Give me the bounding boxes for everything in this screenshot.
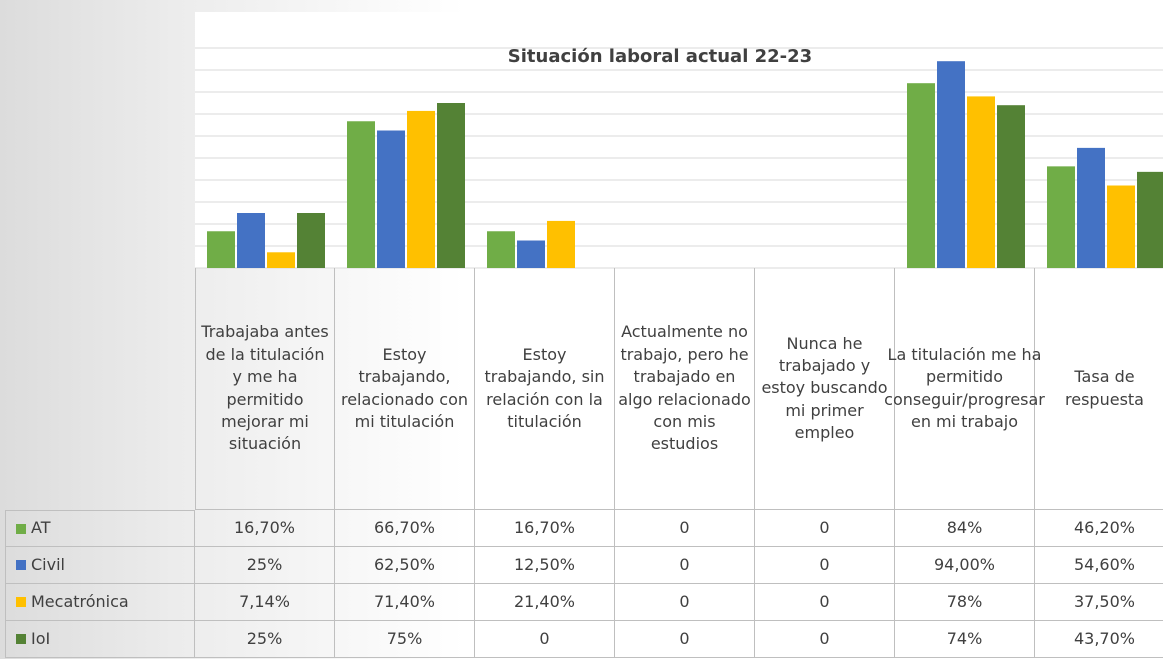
table-value: 12,50%	[475, 547, 615, 584]
table-value: 0	[615, 584, 755, 621]
bar	[267, 252, 295, 268]
legend-key	[16, 560, 26, 570]
table-value: 25%	[195, 547, 335, 584]
table-value: 0	[615, 621, 755, 658]
category-header: La titulación me ha permitido conseguir/…	[884, 268, 1045, 510]
bar	[1107, 185, 1135, 268]
bar	[967, 96, 995, 269]
category-header: Actualmente no trabajo, pero he trabajad…	[615, 268, 755, 510]
table-value: 25%	[195, 621, 335, 658]
table-value: 62,50%	[335, 547, 475, 584]
legend-entry: Mecatrónica	[5, 584, 195, 621]
bar	[237, 213, 265, 268]
legend-entry: AT	[5, 510, 195, 547]
table-value: 7,14%	[195, 584, 335, 621]
table-value: 74%	[895, 621, 1035, 658]
bar	[487, 231, 515, 268]
bar	[377, 130, 405, 268]
table-value: 66,70%	[335, 510, 475, 547]
table-value: 43,70%	[1035, 621, 1163, 658]
table-value: 0	[755, 584, 895, 621]
category-header: Estoy trabajando, relacionado con mi tit…	[335, 268, 475, 510]
legend-label: Civil	[31, 554, 65, 574]
category-header: Tasa de respuesta	[1035, 268, 1163, 510]
table-value: 78%	[895, 584, 1035, 621]
table-value: 21,40%	[475, 584, 615, 621]
table-value: 0	[755, 621, 895, 658]
table-value: 54,60%	[1035, 547, 1163, 584]
table-value: 0	[615, 547, 755, 584]
category-header: Estoy trabajando, sin relación con la ti…	[475, 268, 615, 510]
bar	[907, 83, 935, 268]
legend-label: AT	[31, 518, 51, 538]
bar	[517, 240, 545, 268]
bar	[437, 103, 465, 268]
category-header: Trabajaba antes de la titulación y me ha…	[195, 268, 335, 510]
bar	[997, 105, 1025, 268]
table-value: 16,70%	[475, 510, 615, 547]
legend-key	[16, 634, 26, 644]
legend-entry: Civil	[5, 547, 195, 584]
category-header: Nunca he trabajado y estoy buscando mi p…	[755, 268, 895, 510]
table-value: 0	[755, 510, 895, 547]
table-value: 94,00%	[895, 547, 1035, 584]
bar	[547, 220, 575, 268]
bar	[297, 213, 325, 268]
bar	[937, 61, 965, 269]
bar	[1047, 166, 1075, 268]
legend-label: Mecatrónica	[31, 591, 129, 611]
chart-title: Situación laboral actual 22-23	[508, 46, 812, 67]
table-value: 0	[475, 621, 615, 658]
table-value: 0	[615, 510, 755, 547]
legend-entry: IoI	[5, 621, 195, 658]
table-value: 46,20%	[1035, 510, 1163, 547]
table-value: 71,40%	[335, 584, 475, 621]
table-value: 84%	[895, 510, 1035, 547]
table-value: 0	[755, 547, 895, 584]
bar	[207, 231, 235, 268]
table-value: 75%	[335, 621, 475, 658]
bar	[1137, 171, 1163, 268]
legend-label: IoI	[31, 628, 51, 648]
bar	[1077, 147, 1105, 268]
bar	[407, 110, 435, 268]
table-value: 37,50%	[1035, 584, 1163, 621]
bar	[347, 121, 375, 268]
legend-key	[16, 523, 26, 534]
table-value: 16,70%	[195, 510, 335, 547]
legend-key	[16, 597, 26, 607]
